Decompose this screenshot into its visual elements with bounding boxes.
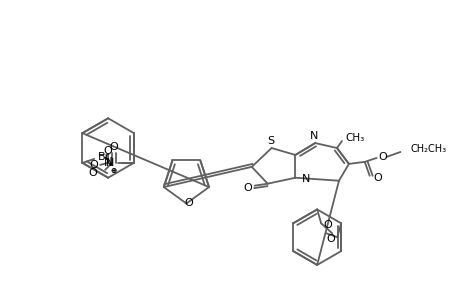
Text: O: O bbox=[243, 183, 252, 193]
Text: N: N bbox=[106, 158, 114, 168]
Text: N: N bbox=[309, 131, 318, 141]
Text: O: O bbox=[325, 234, 334, 244]
Text: N: N bbox=[104, 156, 112, 170]
Text: Br: Br bbox=[98, 152, 110, 162]
Text: O: O bbox=[184, 197, 192, 208]
Text: O: O bbox=[372, 173, 381, 183]
Text: O: O bbox=[88, 168, 97, 178]
Text: ⊕: ⊕ bbox=[110, 166, 116, 175]
Text: CH₂CH₃: CH₂CH₃ bbox=[409, 144, 446, 154]
Text: S: S bbox=[267, 136, 274, 146]
Text: −: − bbox=[96, 151, 103, 160]
Text: CH₃: CH₃ bbox=[344, 133, 364, 143]
Text: N: N bbox=[302, 174, 310, 184]
Text: O: O bbox=[104, 146, 112, 156]
Text: O: O bbox=[323, 220, 332, 230]
Text: ⊕: ⊕ bbox=[110, 168, 116, 174]
Text: O: O bbox=[109, 142, 118, 152]
Text: O: O bbox=[90, 160, 98, 170]
Text: O: O bbox=[377, 152, 386, 162]
